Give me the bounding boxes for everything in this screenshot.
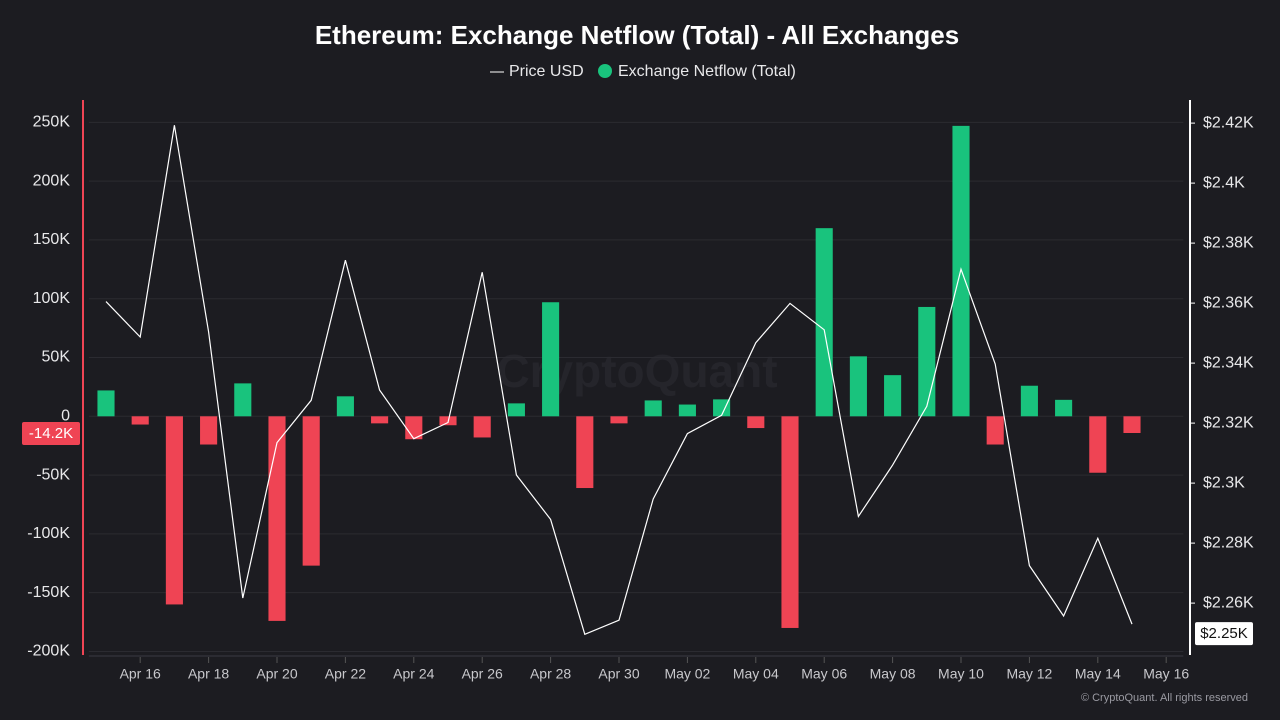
x-tick-label: Apr 24 [393, 666, 434, 682]
bar [610, 416, 628, 424]
bar [1123, 416, 1141, 433]
y2-tick-label: $2.42K [1203, 114, 1254, 131]
x-tick-label: Apr 18 [188, 666, 229, 682]
x-tick-label: May 04 [733, 666, 779, 682]
price-line [105, 125, 1133, 636]
chart-title: Ethereum: Exchange Netflow (Total) - All… [315, 20, 959, 50]
last-price-label: $2.25K [1200, 625, 1248, 642]
y2-tick-label: $2.26K [1203, 594, 1254, 611]
bar [884, 375, 902, 417]
bar [1089, 416, 1107, 473]
x-tick-label: May 06 [801, 666, 847, 682]
x-tick-label: May 02 [664, 666, 710, 682]
bar [302, 416, 320, 566]
x-tick-label: May 14 [1075, 666, 1121, 682]
y-tick-label: 50K [42, 349, 71, 366]
x-tick-label: Apr 20 [256, 666, 297, 682]
bar [234, 383, 252, 417]
y2-tick-label: $2.4K [1203, 174, 1245, 191]
bar [473, 416, 491, 438]
bar [576, 416, 594, 489]
bar [713, 399, 731, 417]
bar [542, 302, 560, 417]
legend-bar-marker [598, 64, 612, 78]
watermark: CryptoQuant [496, 345, 777, 397]
y2-tick-label: $2.36K [1203, 294, 1254, 311]
legend-label: Price USD [509, 63, 584, 80]
y-tick-label: 100K [33, 290, 71, 307]
x-tick-label: Apr 28 [530, 666, 571, 682]
y-tick-label: -100K [27, 525, 70, 542]
last-value-label: -14.2K [29, 425, 73, 442]
bar [644, 400, 662, 417]
y-tick-label: 250K [33, 114, 71, 131]
x-tick-label: Apr 16 [120, 666, 161, 682]
bar [371, 416, 389, 424]
bar [200, 416, 218, 445]
x-tick-label: Apr 22 [325, 666, 366, 682]
bar [97, 390, 115, 417]
footer: © CryptoQuant. All rights reserved [1081, 692, 1248, 704]
y-tick-label: 150K [33, 231, 71, 248]
bar [918, 306, 936, 417]
legend-label: Exchange Netflow (Total) [618, 63, 796, 80]
y2-tick-label: $2.38K [1203, 234, 1254, 251]
y2-tick-label: $2.3K [1203, 474, 1245, 491]
bar [849, 356, 867, 417]
bar [781, 416, 799, 628]
x-tick-label: May 12 [1006, 666, 1052, 682]
bar [1020, 385, 1038, 417]
y-tick-label: -150K [27, 584, 70, 601]
y-tick-label: -50K [36, 466, 70, 483]
y-tick-label: 0 [61, 408, 70, 425]
x-tick-label: May 08 [870, 666, 916, 682]
y2-tick-label: $2.34K [1203, 354, 1254, 371]
x-tick-label: May 16 [1143, 666, 1189, 682]
bar [336, 396, 354, 417]
x-tick-label: Apr 26 [462, 666, 503, 682]
y2-tick-label: $2.28K [1203, 534, 1254, 551]
x-tick-label: Apr 30 [598, 666, 639, 682]
last-value-box [22, 422, 80, 445]
y-tick-label: 200K [33, 172, 71, 189]
x-tick-label: May 10 [938, 666, 984, 682]
y2-tick-label: $2.32K [1203, 414, 1254, 431]
bar [815, 228, 833, 417]
last-price-box [1195, 622, 1253, 646]
bar [986, 416, 1004, 445]
bar [268, 416, 286, 621]
bar [131, 416, 149, 425]
bar [165, 416, 183, 605]
bar [747, 416, 765, 429]
y-tick-label: -200K [27, 643, 70, 660]
bar [507, 403, 525, 417]
bar [678, 404, 696, 417]
bar [1055, 399, 1073, 417]
